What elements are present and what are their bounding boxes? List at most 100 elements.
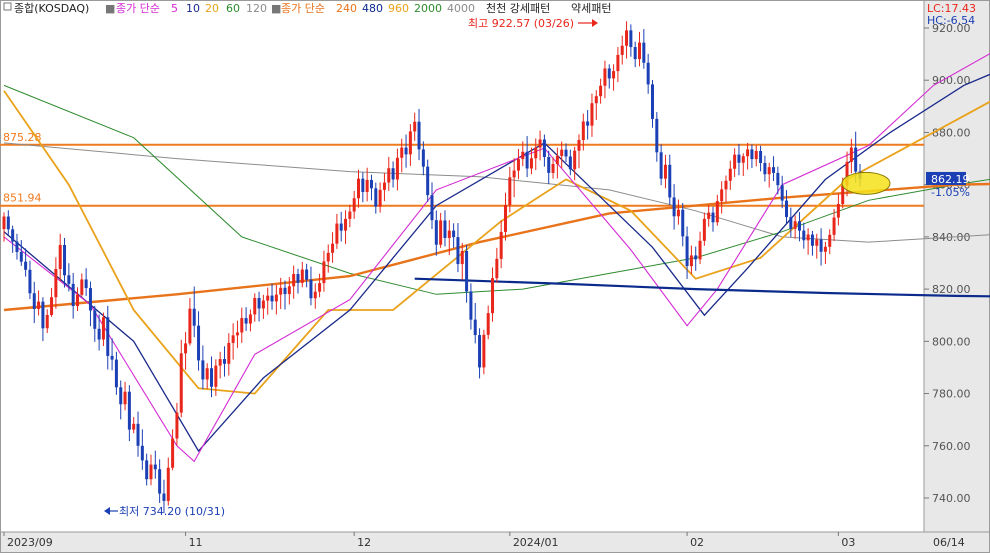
candle	[512, 158, 516, 198]
candle-body	[326, 252, 330, 262]
candle-body	[668, 164, 672, 198]
candle	[149, 454, 153, 486]
candle	[810, 230, 814, 256]
candle	[733, 148, 737, 178]
candle-body	[218, 359, 222, 366]
candle	[482, 329, 486, 375]
candle	[67, 263, 71, 292]
legend-ma10[interactable]: 10	[186, 2, 200, 15]
candle	[313, 283, 317, 309]
candle	[707, 204, 711, 227]
candle	[300, 261, 304, 288]
legend-symbol[interactable]: 종합(KOSDAQ)	[14, 2, 89, 15]
candle-body	[153, 464, 157, 470]
candle	[586, 109, 590, 140]
candle	[274, 284, 278, 315]
candle-body	[521, 151, 525, 160]
legend-ma5[interactable]: 5	[171, 2, 178, 15]
price-axis-panel	[924, 0, 990, 553]
y-tick-label: 900.00	[932, 74, 971, 87]
candle	[478, 328, 482, 379]
legend-ma120[interactable]: 120	[246, 2, 267, 15]
candle	[616, 47, 620, 83]
candle-body	[400, 147, 404, 158]
candle	[179, 339, 183, 418]
current-price-label: 862.19	[931, 173, 970, 186]
candle-body	[123, 391, 127, 405]
candle	[750, 144, 754, 168]
legend-pattern-bullish[interactable]: 천천 강세패턴	[486, 1, 550, 15]
legend-bar: 종합(KOSDAQ) ■ 종가 단순 5 10 20 60 120 ■ 종가 단…	[3, 1, 611, 15]
x-tick-label: 2024/01	[513, 536, 559, 549]
ma480-line	[414, 277, 990, 298]
legend-ma480[interactable]: 480	[362, 2, 383, 15]
candle-body	[192, 308, 196, 326]
candle-body	[443, 220, 447, 238]
candle	[382, 172, 386, 202]
candles[interactable]	[2, 21, 862, 514]
candle-body	[201, 360, 205, 380]
candle	[767, 162, 771, 188]
horizontal-line-label: 851.94	[3, 192, 42, 205]
low-annotation-label: 최저 734.20 (10/31)	[119, 505, 225, 518]
candle-body	[646, 62, 650, 85]
candle	[789, 207, 793, 237]
candle-body	[797, 221, 801, 231]
candle-body	[378, 189, 382, 207]
candle-body	[408, 131, 412, 155]
horizontal-lines[interactable]: 875.28 851.94	[0, 131, 924, 207]
candle-body	[564, 149, 568, 157]
candle	[797, 212, 801, 242]
candle	[828, 229, 832, 255]
candle	[136, 411, 140, 457]
time-axis-panel	[0, 532, 990, 553]
y-tick-label: 740.00	[932, 492, 971, 505]
candle-body	[681, 209, 685, 237]
candle	[357, 169, 361, 208]
candle-body	[179, 353, 183, 413]
candle	[746, 142, 750, 170]
candle-body	[503, 205, 507, 232]
legend-ma-short-label: 종가 단순	[116, 2, 160, 15]
highlight-ellipse[interactable]	[841, 171, 891, 195]
candle-body	[707, 212, 711, 219]
square-icon[interactable]	[3, 2, 12, 11]
candle-body	[633, 47, 637, 60]
candle-body	[2, 216, 6, 230]
candle-body	[11, 229, 15, 242]
legend-ma240[interactable]: 240	[336, 2, 357, 15]
lc-indicator: LC:17.43	[927, 2, 976, 15]
candle-body	[819, 239, 823, 252]
candle	[184, 331, 188, 370]
legend-ma20[interactable]: 20	[205, 2, 219, 15]
candle-body	[806, 234, 810, 241]
candle-body	[603, 68, 607, 86]
candle-body	[447, 230, 451, 238]
candle-body	[793, 221, 797, 229]
candle-body	[538, 139, 542, 148]
candle-body	[266, 295, 270, 301]
candle-body	[650, 84, 654, 119]
candle	[153, 450, 157, 479]
candle	[465, 244, 469, 303]
legend-ma2000[interactable]: 2000	[414, 2, 442, 15]
legend-ma4000[interactable]: 4000	[447, 2, 475, 15]
ma120-line	[3, 142, 990, 243]
candle	[71, 272, 75, 319]
candle	[681, 202, 685, 247]
candle-body	[300, 269, 304, 283]
candle	[620, 35, 624, 65]
legend-ma960[interactable]: 960	[388, 2, 409, 15]
candle	[776, 166, 780, 195]
candle-body	[296, 273, 300, 283]
candle	[560, 141, 564, 168]
legend-pattern-bearish[interactable]: 약세패턴	[571, 1, 611, 15]
candle-body	[184, 343, 188, 354]
candle	[676, 199, 680, 225]
legend-ma60[interactable]: 60	[226, 2, 240, 15]
candle	[227, 333, 231, 376]
candle	[270, 283, 274, 310]
candle	[421, 141, 425, 176]
candle	[50, 288, 54, 317]
